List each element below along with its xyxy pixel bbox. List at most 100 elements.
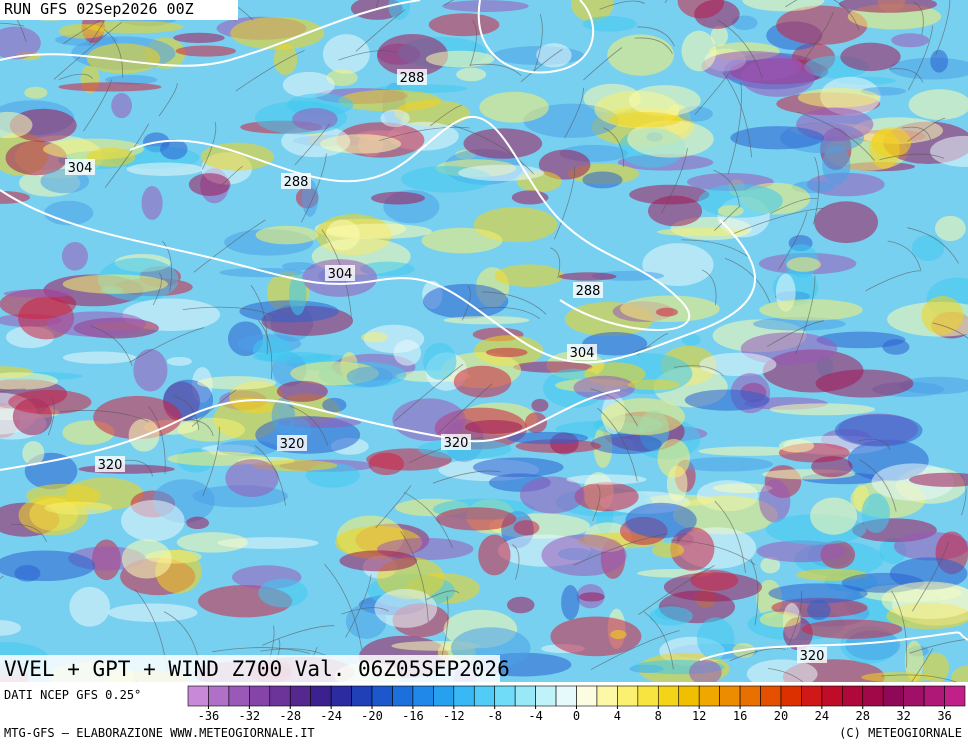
colorbar-swatch [678,685,700,707]
wind-streamline [163,611,200,661]
colorbar-swatch [596,685,618,707]
field-blob [582,171,623,189]
footer-right: (C) METEOGIORNALE [839,726,962,740]
wind-streamline [573,533,668,566]
colorbar-swatch [289,685,311,707]
colorbar-tick-label: 36 [937,709,951,723]
isohypse [0,389,621,471]
wind-streamline [520,49,563,83]
colorbar-swatch [412,685,434,707]
wind-streamline [226,0,254,21]
wind-streamline [681,239,752,260]
wind-streamline [355,9,406,52]
colorbar-swatch [862,685,884,707]
field-blob [696,617,735,661]
wind-streamline [797,111,875,161]
wind-streamline [670,539,756,566]
field-blob [582,16,637,32]
wind-streamline [801,12,834,64]
contour-label-bg [325,265,355,281]
wind-streamline [533,13,543,73]
field-blob [911,234,945,261]
field-blob [769,403,876,416]
field-blob [339,550,417,572]
field-blob [759,479,791,523]
field-blob [627,120,714,158]
wind-streamline [674,365,724,377]
wind-streamline [694,72,730,115]
colorbar-swatch [514,685,536,707]
wind-streamline [379,126,470,141]
contour-label-bg [397,69,427,85]
wind-streamline [767,668,804,682]
field-blob [811,456,853,478]
isohypse [0,189,756,364]
wind-streamline [289,405,329,447]
field-blob [108,603,198,623]
field-blob [582,331,648,356]
colorbar-swatch [494,685,516,707]
wind-streamline [724,257,771,303]
field-blob [681,30,717,72]
field-blob [326,69,358,87]
field-blob [752,317,846,331]
field-blob [930,49,949,73]
contour-label: 320 [800,649,825,664]
field-blob [141,185,163,220]
field-blob [322,397,347,413]
colorbar-tick-label: 8 [655,709,662,723]
field-blob [69,586,110,627]
field-blob [0,372,58,390]
field-blob [61,241,88,271]
field-blob [133,348,168,392]
wind-streamline [907,25,934,91]
wind-streamline [590,630,680,670]
colorbar-swatch [801,685,823,707]
field-blob [8,389,92,415]
wind-streamline [104,29,124,78]
field-blob [642,243,714,287]
wind-streamline [300,153,327,223]
field-blob [717,205,744,217]
field-blob [655,307,678,317]
field-blob [922,652,950,682]
colorbar-swatch [637,685,659,707]
field-blob [62,351,137,364]
field-blob [574,482,639,512]
field-blob [690,569,739,591]
field-blob [78,464,175,474]
field-blob [258,578,308,608]
field-blob [600,398,685,436]
colorbar-tick-label: -4 [528,709,542,723]
field-blob [44,200,94,226]
wind-streamline [732,207,825,235]
field-blob [699,352,777,377]
colorbar-swatch [760,685,782,707]
field-blob [393,339,422,366]
field-blob [768,583,868,604]
wind-streamline [880,674,958,682]
colorbar-tick-label: -24 [320,709,342,723]
field-blob [524,412,547,434]
field-blob [104,75,158,85]
wind-streamline [786,591,803,649]
colorbar-tick-label: 28 [856,709,870,723]
field-blob [578,592,605,602]
colorbar-swatch [392,685,414,707]
wind-streamline [53,21,122,80]
field-blob [891,33,930,48]
field-blob [930,135,968,167]
contour-label-bg [567,344,597,360]
wind-streamline [727,82,742,174]
field-blob [0,620,22,636]
wind-streamline [182,306,274,316]
field-blob [730,126,825,150]
wind-streamline [766,320,825,347]
field-blob [561,585,580,620]
wind-streamline [482,291,547,315]
field-blob [679,457,774,472]
colorbar-swatch [535,685,557,707]
field-blob [458,164,545,181]
